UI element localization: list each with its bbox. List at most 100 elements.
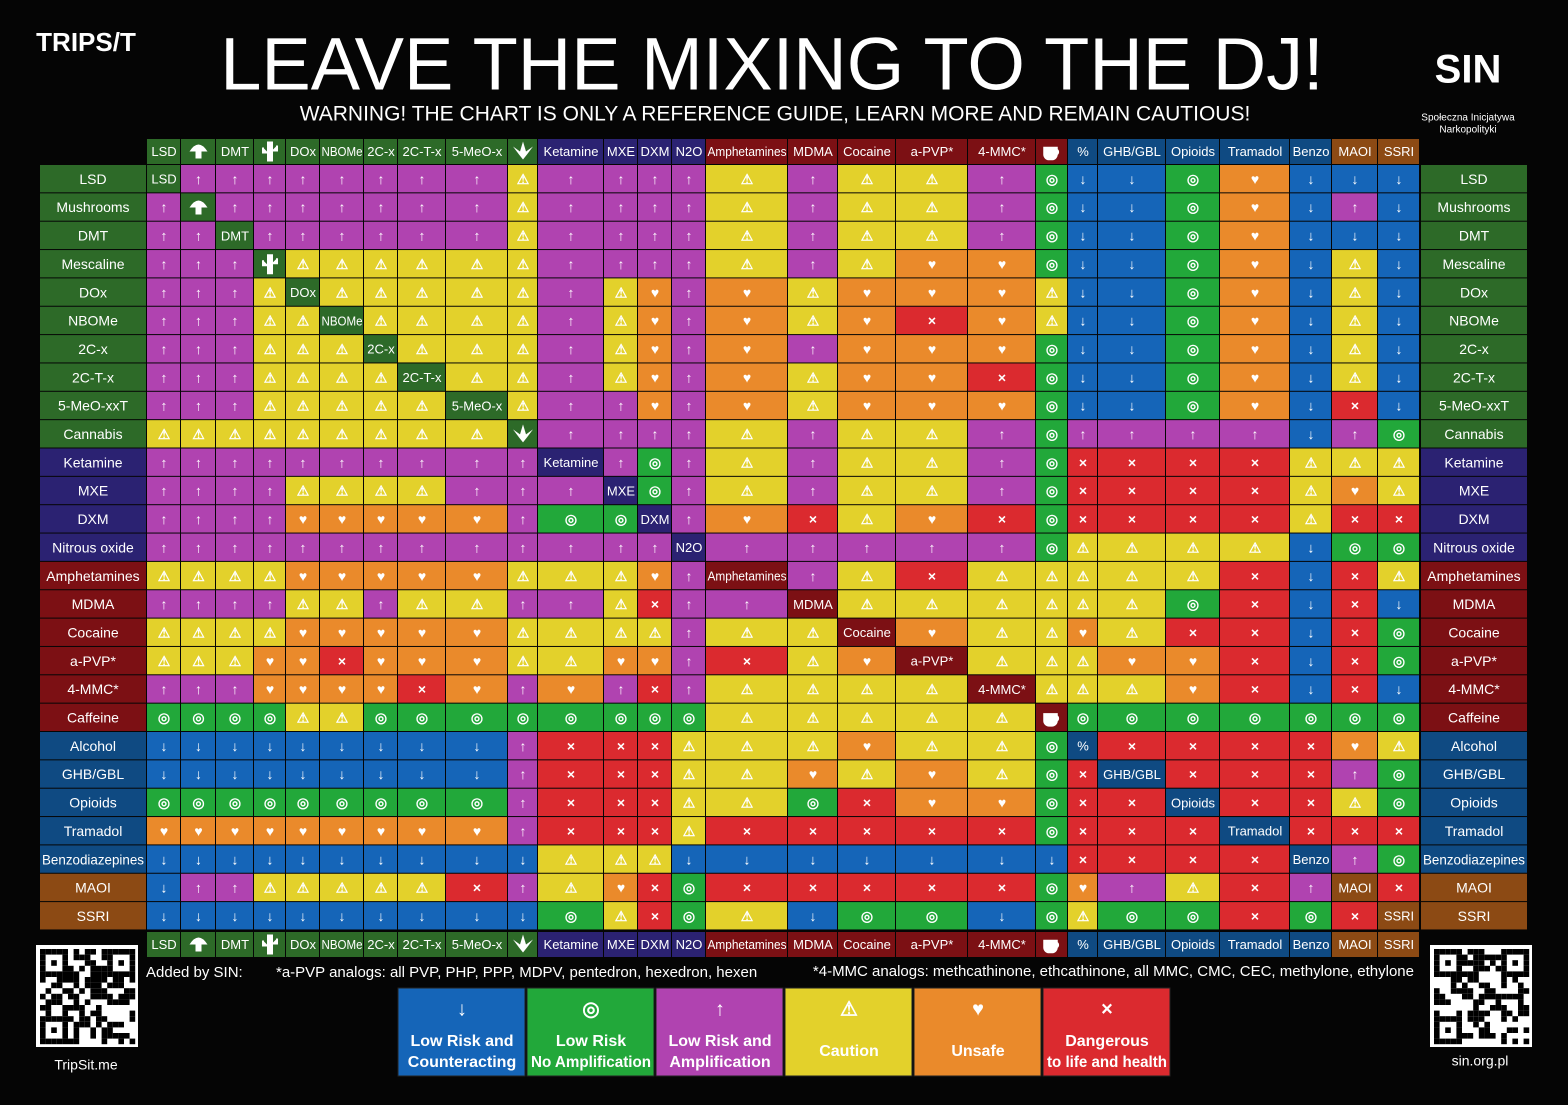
interaction-cell bbox=[147, 391, 180, 420]
interaction-icon: ↑ bbox=[378, 454, 385, 470]
interaction-icon: ⚠ bbox=[192, 624, 205, 640]
row-header-cell bbox=[1421, 335, 1527, 363]
interaction-cell bbox=[1166, 448, 1219, 476]
interaction-cell bbox=[320, 363, 363, 391]
header-cell bbox=[838, 932, 895, 957]
qr-module bbox=[124, 949, 130, 955]
qr-module bbox=[1484, 993, 1490, 1000]
interaction-cell bbox=[968, 335, 1035, 363]
qr-module bbox=[1434, 988, 1440, 994]
interaction-icon: ⚠ bbox=[471, 596, 484, 612]
logo-left: TRIPS/T bbox=[36, 27, 136, 57]
footer-link[interactable]: sin.org.pl bbox=[1452, 1053, 1509, 1069]
interaction-cell bbox=[706, 363, 787, 391]
interaction-icon: ♥ bbox=[1251, 398, 1259, 414]
interaction-cell bbox=[638, 703, 671, 731]
interaction-icon: ⚠ bbox=[741, 710, 754, 726]
interaction-cell bbox=[286, 675, 319, 703]
interaction-icon: ↑ bbox=[300, 171, 307, 187]
icon-mushroom bbox=[189, 144, 208, 159]
interaction-icon: × bbox=[1189, 624, 1197, 640]
interaction-icon: ⚠ bbox=[741, 908, 754, 924]
interaction-icon: ↑ bbox=[195, 454, 202, 470]
row-header-cell bbox=[1421, 845, 1527, 873]
interaction-cell bbox=[364, 703, 397, 731]
interaction-icon: ↑ bbox=[652, 539, 659, 555]
legend-box bbox=[655, 987, 784, 1077]
interaction-cell bbox=[788, 250, 837, 278]
interaction-icon: ◎ bbox=[1187, 171, 1199, 187]
interaction-cell bbox=[446, 193, 507, 221]
qr-module bbox=[56, 1038, 63, 1045]
interaction-icon: ↓ bbox=[378, 851, 385, 867]
interaction-icon: ↑ bbox=[267, 539, 274, 555]
interaction-icon: ↑ bbox=[232, 681, 239, 697]
interaction-cell bbox=[604, 335, 637, 363]
qr-module bbox=[1467, 993, 1474, 1000]
interaction-cell bbox=[1068, 590, 1097, 618]
diagonal-cell bbox=[838, 618, 895, 646]
interaction-icon: ↓ bbox=[929, 851, 936, 867]
interaction-cell bbox=[181, 533, 215, 561]
interaction-cell bbox=[1290, 193, 1331, 221]
interaction-cell bbox=[1290, 476, 1331, 505]
footer-link[interactable]: TripSit.me bbox=[54, 1057, 117, 1073]
interaction-icon: ↑ bbox=[161, 256, 168, 272]
qr-module bbox=[1518, 999, 1524, 1005]
interaction-icon: ↓ bbox=[520, 908, 527, 924]
qr-module bbox=[1456, 1016, 1462, 1022]
interaction-cell bbox=[254, 845, 285, 873]
qr-module bbox=[62, 1038, 68, 1045]
interaction-cell bbox=[181, 590, 215, 618]
interaction-cell bbox=[181, 618, 215, 646]
interaction-icon: ↑ bbox=[232, 284, 239, 300]
interaction-icon: ↑ bbox=[1352, 851, 1359, 867]
interaction-icon: ◎ bbox=[1046, 483, 1058, 499]
qr-module bbox=[68, 971, 74, 977]
interaction-icon: ♥ bbox=[160, 823, 168, 839]
interaction-icon: ↓ bbox=[419, 851, 426, 867]
qr-module bbox=[1495, 1005, 1502, 1011]
diagonal-cell bbox=[286, 278, 319, 306]
interaction-icon: ↑ bbox=[618, 539, 625, 555]
interaction-cell bbox=[181, 902, 215, 930]
interaction-cell bbox=[216, 760, 253, 788]
interaction-cell bbox=[1098, 646, 1165, 675]
interaction-cell bbox=[1220, 278, 1289, 306]
qr-module bbox=[118, 1038, 124, 1045]
header-cell bbox=[706, 932, 787, 957]
qr-module bbox=[129, 1016, 136, 1022]
interaction-cell bbox=[446, 561, 507, 590]
qr-module bbox=[1490, 1033, 1496, 1039]
row-header: 4-MMC* bbox=[1448, 681, 1500, 697]
qr-module bbox=[45, 1016, 52, 1022]
interaction-icon: × bbox=[998, 880, 1006, 896]
interaction-cell bbox=[1220, 193, 1289, 221]
interaction-cell bbox=[364, 732, 397, 760]
diagonal-label: NBOMe bbox=[322, 313, 363, 328]
row-header-cell bbox=[40, 250, 146, 278]
qr-module bbox=[1523, 960, 1530, 966]
qr-module bbox=[1473, 977, 1479, 983]
interaction-icon: ⚠ bbox=[517, 199, 530, 215]
header-cell bbox=[788, 932, 837, 957]
interaction-icon: ⚠ bbox=[861, 511, 874, 527]
interaction-cell bbox=[638, 335, 671, 363]
interaction-icon: × bbox=[651, 596, 659, 612]
header-cell bbox=[446, 932, 507, 957]
interaction-cell bbox=[706, 703, 787, 731]
interaction-icon: ♥ bbox=[1251, 341, 1259, 357]
row-header-cell bbox=[1421, 420, 1527, 448]
interaction-cell bbox=[604, 505, 637, 533]
interaction-icon: ♥ bbox=[928, 795, 936, 811]
interaction-icon: ↓ bbox=[1396, 681, 1403, 697]
interaction-icon: × bbox=[617, 766, 625, 782]
interaction-cell bbox=[446, 788, 507, 817]
interaction-icon: ⚠ bbox=[683, 823, 696, 839]
interaction-cell bbox=[706, 788, 787, 817]
qr-module bbox=[112, 999, 119, 1005]
diagonal-label: MXE bbox=[607, 483, 636, 498]
interaction-cell bbox=[838, 590, 895, 618]
qr-module bbox=[1434, 1016, 1440, 1022]
interaction-icon: ⚠ bbox=[1349, 369, 1362, 385]
